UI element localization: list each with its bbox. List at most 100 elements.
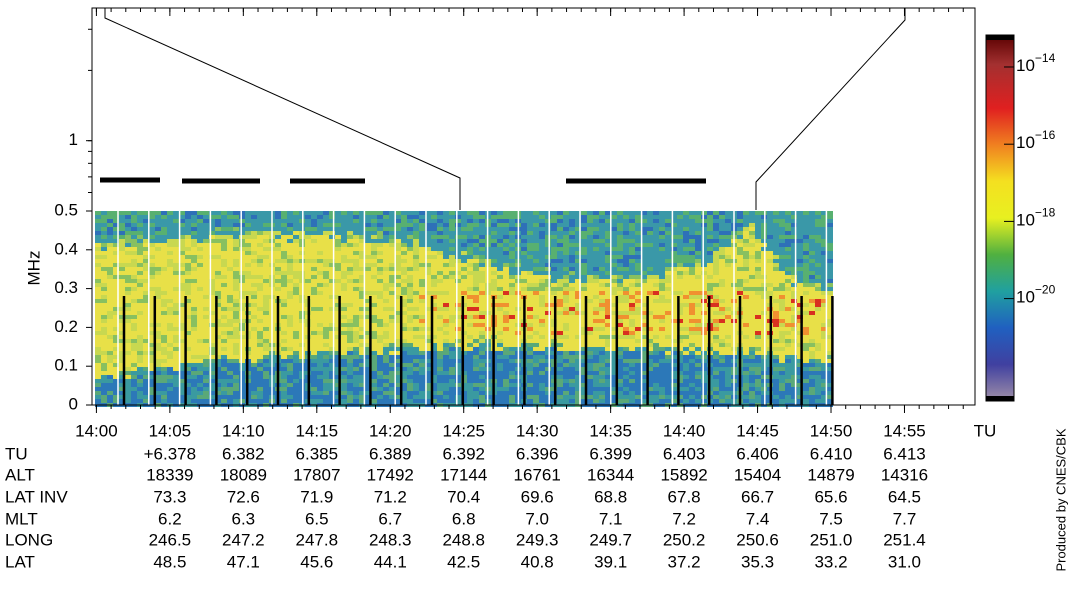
spectrogram-cell — [341, 395, 347, 399]
spectrogram-cell — [533, 263, 539, 267]
spectrogram-cell — [191, 259, 197, 263]
spectrogram-cell — [635, 359, 641, 363]
spectrogram-cell — [329, 395, 335, 399]
spectrogram-cell — [551, 219, 557, 223]
spectrogram-cell — [449, 235, 455, 239]
spectrogram-cell — [449, 255, 455, 259]
spectrogram-cell — [563, 279, 569, 283]
spectrogram-cell — [251, 259, 257, 263]
spectrogram-cell — [173, 255, 179, 259]
spectrogram-cell — [383, 311, 389, 315]
spectrogram-cell — [365, 227, 371, 231]
spectrogram-cell — [407, 251, 413, 255]
spectrogram-cell — [455, 319, 461, 323]
spectrogram-cell — [497, 279, 503, 283]
spectrogram-cell — [179, 215, 185, 219]
spectrogram-cell — [197, 263, 203, 267]
spectrogram-cell — [431, 355, 437, 359]
spectrogram-cell — [317, 355, 323, 359]
spectrogram-cell — [251, 283, 257, 287]
spectrogram-cell — [179, 359, 185, 363]
spectrogram-cell — [569, 275, 575, 279]
spectrogram-cell — [539, 303, 545, 307]
spectrogram-cell — [173, 235, 179, 239]
spectrogram-cell — [167, 351, 173, 355]
spectrogram-cell — [503, 387, 509, 391]
spectrogram-cell — [203, 315, 209, 319]
spectrogram-cell — [629, 307, 635, 311]
spectrogram-cell — [371, 247, 377, 251]
spectrogram-cell — [605, 367, 611, 371]
spectrogram-cell — [137, 215, 143, 219]
spectrogram-cell — [623, 367, 629, 371]
spectrogram-cell — [125, 335, 131, 339]
spectrogram-cell — [563, 219, 569, 223]
spectrogram-cell — [677, 367, 683, 371]
spectrogram-cell — [431, 251, 437, 255]
spectrogram-cell — [677, 343, 683, 347]
spectrogram-cell — [599, 323, 605, 327]
spectrogram-cell — [95, 283, 101, 287]
spectrogram-cell — [545, 291, 551, 295]
spectrogram-cell — [167, 279, 173, 283]
spectrogram-cell — [335, 311, 341, 315]
spectrogram-cell — [107, 255, 113, 259]
spectrogram-cell — [395, 271, 401, 275]
spectrogram-cell — [251, 383, 257, 387]
spectrogram-cell — [197, 307, 203, 311]
spectrogram-cell — [527, 375, 533, 379]
spectrogram-cell — [155, 315, 161, 319]
spectrogram-cell — [371, 295, 377, 299]
spectrogram-cell — [593, 339, 599, 343]
spectrogram-cell — [665, 235, 671, 239]
spectrogram-cell — [227, 215, 233, 219]
spectrogram-cell — [281, 299, 287, 303]
spectrogram-cell — [323, 387, 329, 391]
spectrogram-cell — [263, 287, 269, 291]
spectrogram-cell — [569, 375, 575, 379]
spectrogram-cell — [197, 299, 203, 303]
spectrogram-cell — [677, 323, 683, 327]
spectrogram-cell — [407, 359, 413, 363]
spectrogram-cell — [509, 299, 515, 303]
spectrogram-cell — [401, 367, 407, 371]
spectrogram-cell — [395, 347, 401, 351]
spectrogram-cell — [557, 359, 563, 363]
spectrogram-cell — [209, 235, 215, 239]
spectrogram-cell — [647, 371, 653, 375]
spectrogram-cell — [473, 279, 479, 283]
spectrogram-cell — [581, 235, 587, 239]
spectrogram-cell — [125, 303, 131, 307]
spectrogram-cell — [509, 347, 515, 351]
spectrogram-cell — [527, 299, 533, 303]
spectrogram-cell — [215, 347, 221, 351]
spectrogram-cell — [689, 303, 695, 307]
spectrogram-cell — [263, 219, 269, 223]
spectrogram-cell — [533, 283, 539, 287]
spectrogram-cell — [407, 283, 413, 287]
spectrogram-cell — [431, 315, 437, 319]
spectrogram-cell — [287, 383, 293, 387]
spectrogram-cell — [659, 291, 665, 295]
spectrogram-cell — [257, 223, 263, 227]
spectrogram-cell — [413, 303, 419, 307]
spectrogram-cell — [503, 375, 509, 379]
spectrogram-cell — [671, 283, 677, 287]
spectrogram-cell — [671, 271, 677, 275]
spectrogram-cell — [359, 283, 365, 287]
spectrogram-cell — [641, 215, 647, 219]
spectrogram-cell — [641, 259, 647, 263]
spectrogram-cell — [137, 227, 143, 231]
spectrogram-cell — [263, 351, 269, 355]
spectrogram-cell — [467, 271, 473, 275]
spectrogram-cell — [539, 259, 545, 263]
spectrogram-cell — [377, 275, 383, 279]
spectrogram-cell — [101, 235, 107, 239]
spectrogram-cell — [101, 307, 107, 311]
spectrogram-cell — [101, 259, 107, 263]
spectrogram-cell — [149, 395, 155, 399]
spectrogram-cell — [143, 383, 149, 387]
spectrogram-cell — [257, 215, 263, 219]
spectrogram-cell — [185, 379, 191, 383]
spectrogram-cell — [365, 231, 371, 235]
